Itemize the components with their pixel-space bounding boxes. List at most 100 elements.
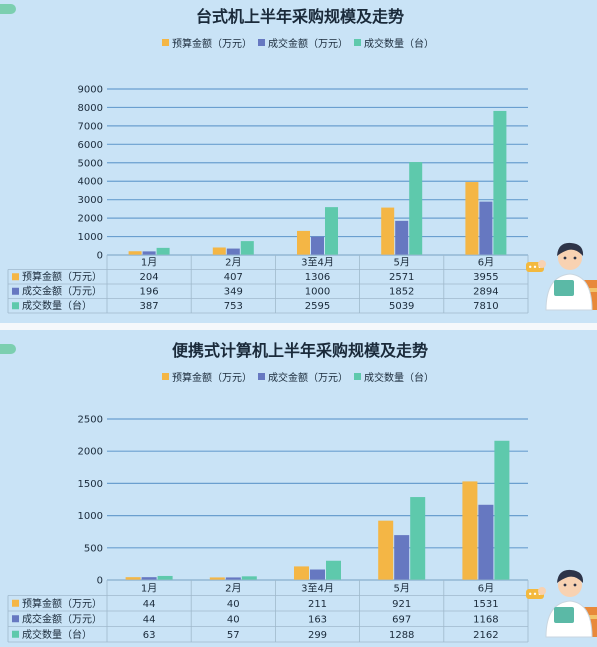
bar: [493, 110, 507, 256]
bar: [462, 481, 478, 580]
data-label: 1000: [305, 287, 330, 298]
bar: [311, 236, 324, 255]
speech-bubble-dots: •••: [528, 263, 542, 272]
bar: [297, 230, 310, 255]
category-label: 2月: [225, 583, 241, 595]
data-label: 44: [143, 599, 156, 610]
legend-label: 成交数量（台）: [364, 37, 434, 50]
teacher-book-icon: [554, 280, 574, 296]
bar: [410, 497, 426, 580]
y-tick-label: 1000: [78, 232, 103, 243]
data-label: 2595: [305, 301, 330, 312]
teacher-face: [558, 246, 582, 270]
bar: [226, 248, 240, 255]
bar: [128, 251, 142, 255]
teacher-eye: [563, 256, 567, 260]
corner-tab-icon: [0, 344, 16, 354]
y-tick-label: 2000: [78, 447, 103, 458]
teacher-eye: [573, 583, 577, 587]
teacher-eye: [563, 583, 567, 587]
teacher-illustration: •••: [526, 242, 597, 311]
teacher-hand: [538, 587, 546, 595]
y-tick-label: 7000: [78, 121, 103, 132]
bar: [241, 576, 257, 580]
y-tick-label: 2500: [78, 415, 103, 426]
bar: [325, 207, 338, 255]
table-row-label: 成交金额（万元）: [22, 285, 102, 298]
teacher-eye: [573, 256, 577, 260]
y-tick-label: 2000: [78, 214, 103, 225]
data-label: 5039: [389, 301, 414, 312]
teacher-hair: [557, 569, 584, 583]
corner-tab-icon: [0, 4, 16, 14]
data-label: 1852: [389, 287, 414, 298]
data-label: 387: [140, 301, 159, 312]
y-tick-label: 6000: [78, 140, 103, 151]
y-tick-label: 3000: [78, 195, 103, 206]
legend-swatch: [354, 39, 361, 46]
y-tick-label: 9000: [78, 85, 103, 96]
teacher-face: [558, 573, 582, 597]
table-row-label: 成交金额（万元）: [22, 613, 102, 626]
bar: [141, 577, 157, 580]
table-row-label: 预算金额（万元）: [22, 597, 102, 610]
bar: [125, 577, 141, 580]
data-label: 204: [140, 272, 159, 283]
data-label: 7810: [473, 301, 498, 312]
bar: [378, 520, 394, 580]
chart-title: 便携式计算机上半年采购规模及走势: [172, 341, 428, 360]
bar: [326, 560, 341, 580]
bar: [465, 182, 479, 255]
y-tick-label: 0: [97, 251, 103, 262]
data-label: 1531: [473, 599, 498, 610]
category-label: 3至4月: [301, 583, 334, 595]
table-row-label: 成交数量（台）: [22, 299, 92, 312]
chart-title: 台式机上半年采购规模及走势: [196, 7, 404, 26]
bar: [212, 247, 226, 255]
y-tick-label: 1000: [78, 511, 103, 522]
data-label: 1168: [473, 615, 498, 626]
table-legend-swatch: [12, 599, 19, 607]
data-label: 921: [392, 599, 411, 610]
data-label: 1288: [389, 630, 414, 641]
bar: [479, 201, 493, 255]
bar: [310, 569, 325, 580]
data-label: 407: [224, 272, 243, 283]
category-label: 5月: [394, 583, 410, 595]
data-label: 40: [227, 615, 240, 626]
data-label: 3955: [473, 272, 498, 283]
bar: [157, 575, 173, 580]
category-label: 6月: [478, 257, 494, 269]
table-legend-swatch: [12, 273, 19, 281]
data-label: 57: [227, 630, 240, 641]
bar: [494, 440, 510, 580]
table-row-label: 预算金额（万元）: [22, 270, 102, 283]
bar: [395, 220, 409, 255]
legend-swatch: [258, 373, 265, 380]
data-label: 44: [143, 615, 156, 626]
speech-bubble-dots: •••: [528, 590, 542, 599]
data-label: 2894: [473, 287, 498, 298]
y-tick-label: 1500: [78, 479, 103, 490]
bar: [394, 535, 410, 580]
table-legend-swatch: [12, 615, 19, 623]
data-label: 697: [392, 615, 411, 626]
y-tick-label: 500: [84, 543, 103, 554]
data-label: 1306: [305, 272, 330, 283]
legend-swatch: [258, 39, 265, 46]
bar: [381, 207, 395, 255]
y-tick-label: 4000: [78, 177, 103, 188]
legend-label: 预算金额（万元）: [172, 37, 252, 50]
data-label: 196: [140, 287, 159, 298]
data-label: 2162: [473, 630, 498, 641]
y-tick-label: 5000: [78, 158, 103, 169]
legend-swatch: [162, 39, 169, 46]
table-legend-swatch: [12, 302, 19, 310]
y-tick-label: 8000: [78, 103, 103, 114]
panel-separator: [0, 323, 597, 330]
legend-label: 预算金额（万元）: [172, 371, 252, 384]
bar: [409, 162, 423, 255]
teacher-book-icon: [554, 607, 574, 623]
data-label: 753: [224, 301, 243, 312]
